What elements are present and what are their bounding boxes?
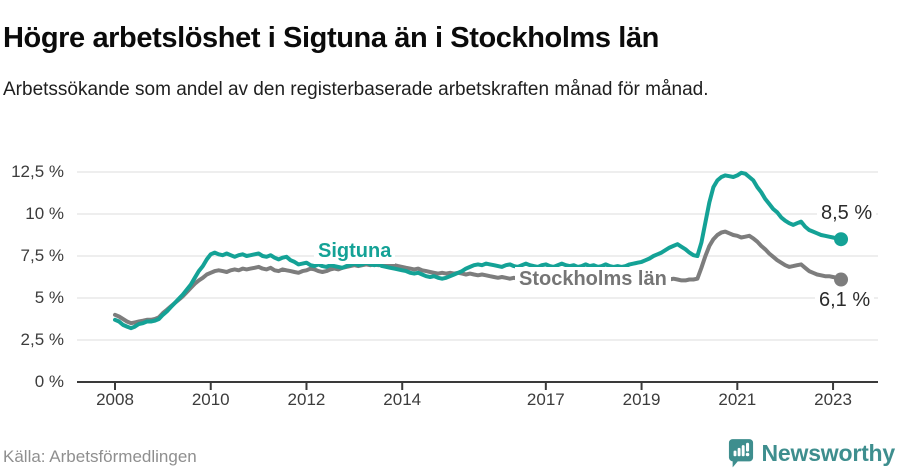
newsworthy-logo[interactable]: Newsworthy <box>728 438 895 468</box>
x-tick-label: 2010 <box>191 390 230 409</box>
series-end-dot-stockholms-lan <box>834 272 849 287</box>
y-tick-label: 2,5 % <box>20 330 64 349</box>
newsworthy-logo-text: Newsworthy <box>761 439 896 466</box>
series-line-sigtuna <box>113 170 843 331</box>
series-label-stockholms-lan: Stockholms län <box>515 267 671 292</box>
x-tick-label: 2019 <box>622 390 661 409</box>
x-tick-label: 2014 <box>383 390 422 409</box>
series-line-stockholms-lan <box>113 229 843 326</box>
source-note: Källa: Arbetsförmedlingen <box>3 447 197 466</box>
x-tick-label: 2008 <box>96 390 134 409</box>
chart-subtitle: Arbetssökande som andel av den registerb… <box>3 79 709 100</box>
chart-bubble-icon <box>728 438 754 468</box>
y-tick-label: 12,5 % <box>11 162 64 181</box>
x-tick-label: 2017 <box>526 390 565 409</box>
x-tick-label: 2023 <box>814 390 852 409</box>
series-label-sigtuna: Sigtuna <box>314 239 396 264</box>
y-tick-label: 7,5 % <box>20 246 64 265</box>
x-tick-label: 2021 <box>718 390 757 409</box>
end-value-label-stockholms-lan: 6,1 % <box>815 288 875 313</box>
y-tick-label: 5 % <box>34 288 64 307</box>
y-tick-label: 10 % <box>25 204 64 223</box>
x-tick-label: 2012 <box>287 390 326 409</box>
y-tick-label: 0 % <box>34 372 64 391</box>
page-title: Högre arbetslöshet i Sigtuna än i Stockh… <box>3 22 659 55</box>
series-end-dot-sigtuna <box>834 232 849 247</box>
end-value-label-sigtuna: 8,5 % <box>817 201 877 226</box>
